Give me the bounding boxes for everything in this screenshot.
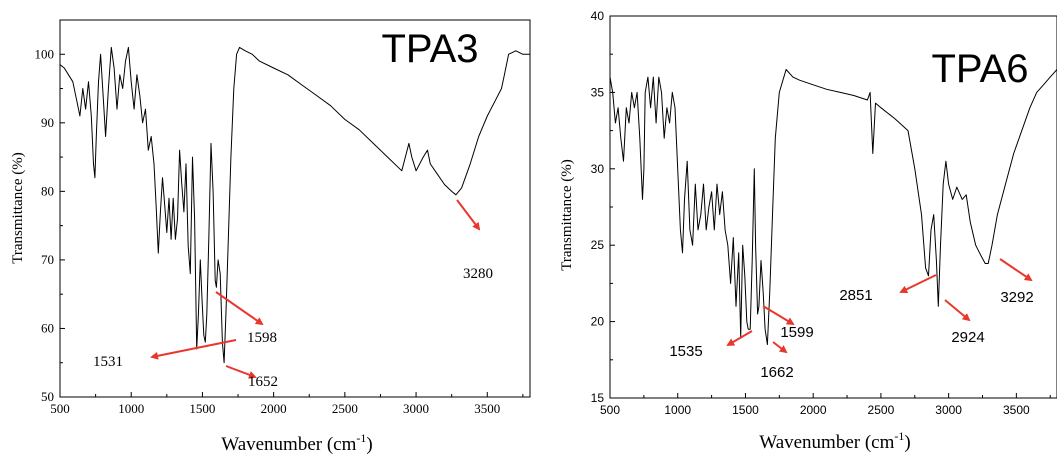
x-tick-label: 1500	[189, 401, 215, 416]
annotation-label: 2851	[839, 287, 872, 304]
chart-title: TPA6	[931, 47, 1028, 91]
annotation-label: 3280	[463, 266, 493, 282]
annotation-arrow	[225, 365, 257, 379]
x-axis-title: Wavenumber (cm-1)	[221, 431, 372, 455]
x-tick-label: 2500	[868, 403, 895, 417]
annotation-arrow	[762, 305, 795, 326]
y-tick-label: 100	[35, 46, 55, 61]
annotation-label: 2924	[951, 329, 984, 346]
annotation-label: 1531	[93, 354, 123, 370]
x-tick-label: 2000	[800, 403, 827, 417]
annotation-arrow	[150, 339, 237, 360]
y-tick-label: 60	[41, 320, 54, 335]
annotation-arrow	[726, 330, 753, 347]
spectrum-line	[609, 69, 1057, 345]
x-tick-label: 3500	[474, 401, 500, 416]
annotation-label: 1652	[248, 374, 278, 390]
annotation-label: 1598	[247, 330, 277, 346]
spectrum-line	[59, 46, 530, 364]
y-tick-label: 70	[41, 252, 54, 267]
y-axis-title: Transmittance (%)	[10, 152, 26, 264]
annotation-arrow	[456, 199, 481, 231]
x-tick-label: 3500	[1003, 403, 1030, 417]
y-tick-label: 80	[41, 183, 54, 198]
annotation-label: 1599	[780, 324, 813, 341]
y-tick-label: 20	[591, 315, 605, 329]
annotation-arrow	[215, 291, 264, 326]
x-tick-label: 1500	[732, 403, 759, 417]
chart-title: TPA3	[381, 27, 478, 71]
y-tick-label: 25	[591, 238, 605, 252]
plot-frame	[59, 19, 531, 398]
annotation-arrow	[772, 341, 788, 354]
annotation-label: 1662	[760, 364, 793, 381]
y-tick-label: 35	[591, 85, 605, 99]
y-tick-label: 30	[591, 162, 605, 176]
annotation-label: 3292	[1000, 289, 1033, 306]
x-tick-label: 3000	[935, 403, 962, 417]
tpa6-chart: 500 1000 1500 2000 2500 3000 3500 15 20 25 30 35 40 T…	[559, 9, 1057, 453]
y-tick-label: 50	[41, 389, 54, 404]
annotation-label: 1535	[669, 343, 702, 360]
y-axis-title: Transmittance (%)	[559, 159, 575, 271]
x-tick-label: 1000	[118, 401, 144, 416]
x-tick-label: 2000	[261, 401, 287, 416]
annotation-arrow	[899, 274, 937, 293]
annotation-arrow	[999, 258, 1033, 282]
x-axis-title: Wavenumber (cm-1)	[759, 429, 910, 453]
x-tick-label: 3000	[403, 401, 429, 416]
y-tick-label: 15	[591, 391, 605, 405]
tpa3-chart: 500 1000 1500 2000 2500 3000 3500 50 60 70 80 90 100…	[10, 19, 531, 455]
annotation-arrow	[944, 299, 971, 322]
x-tick-label: 500	[50, 401, 70, 416]
y-tick-label: 40	[591, 9, 605, 23]
x-tick-label: 500	[600, 403, 620, 417]
x-tick-label: 1000	[664, 403, 691, 417]
y-tick-label: 90	[41, 115, 54, 130]
x-tick-label: 2500	[332, 401, 358, 416]
